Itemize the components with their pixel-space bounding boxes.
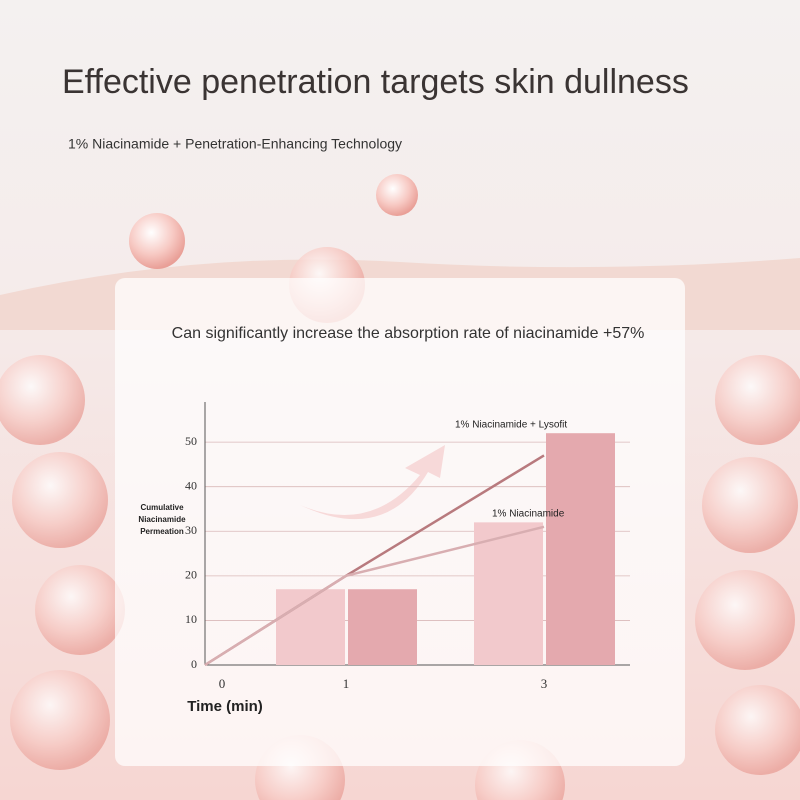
bar — [276, 589, 345, 665]
y-tick-label: 50 — [185, 434, 197, 448]
chart-title: Can significantly increase the absorptio… — [172, 325, 645, 342]
y-axis-label: Cumulative Niacinamide Permeation — [138, 503, 186, 536]
arrow-decoration — [300, 445, 445, 520]
bubbles — [0, 355, 800, 800]
bar — [348, 589, 417, 665]
series-label: 1% Niacinamide + Lysofit — [455, 420, 567, 431]
x-axis-label: Time (min) — [187, 698, 263, 715]
x-tick-label: 3 — [541, 676, 548, 691]
x-tick-label: 1 — [343, 676, 350, 691]
bar — [546, 433, 615, 665]
bar — [474, 522, 543, 665]
y-tick-label: 20 — [185, 568, 197, 582]
bubble — [129, 213, 185, 269]
y-axis-label-box: Cumulative Niacinamide Permeation — [138, 503, 186, 536]
y-tick-label: 40 — [185, 478, 197, 492]
x-tick-label: 0 — [219, 676, 226, 691]
bubble — [376, 174, 418, 216]
series-line — [204, 525, 545, 667]
page-title: Effective penetration targets skin dulln… — [62, 63, 689, 101]
y-tick-label: 30 — [185, 523, 197, 537]
page-subtitle: 1% Niacinamide + Penetration-Enhancing T… — [68, 136, 402, 152]
y-tick-label: 0 — [191, 657, 197, 671]
y-tick-label: 10 — [185, 612, 197, 626]
series-label: 1% Niacinamide — [492, 509, 565, 520]
